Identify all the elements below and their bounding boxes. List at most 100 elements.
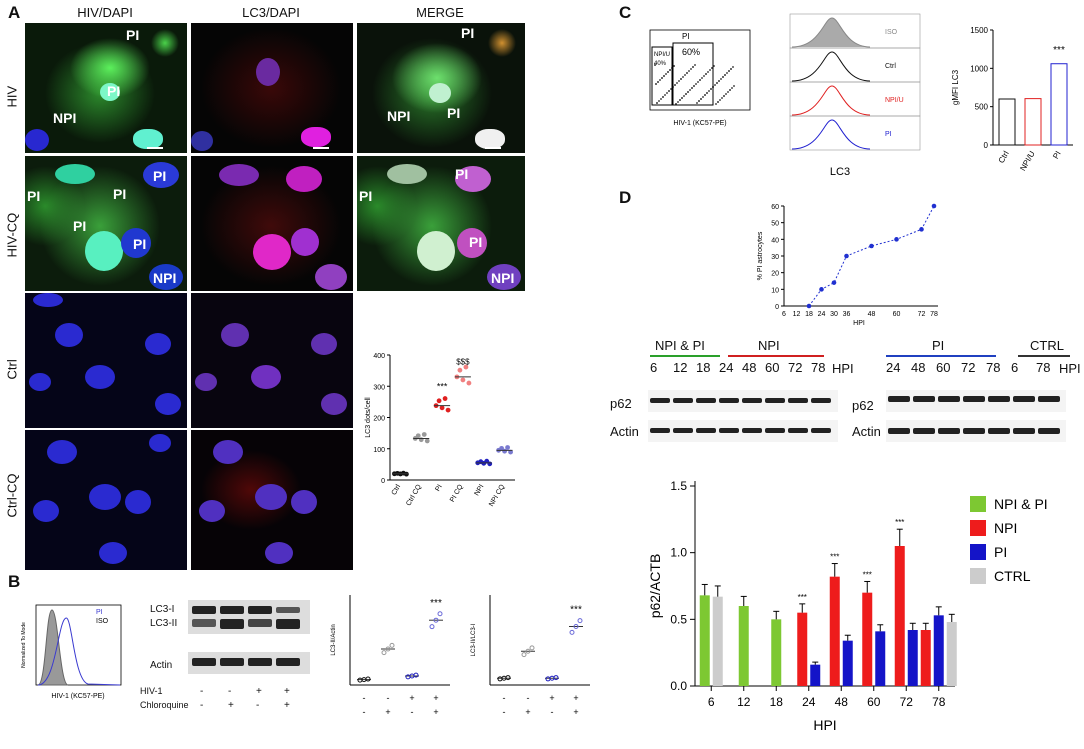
legend-swatch <box>970 496 986 512</box>
row-label-hiv-1: HIV-1 <box>140 686 163 696</box>
event-dot <box>654 64 656 66</box>
hpi-value: 78 <box>1036 360 1051 375</box>
gate-label: NPI/U <box>654 52 670 58</box>
event-dot <box>706 92 708 94</box>
actin-band <box>673 428 693 433</box>
y-tick-label: 40 <box>771 237 779 244</box>
sign: - <box>200 686 204 697</box>
bar <box>699 595 710 686</box>
data-point <box>806 303 812 309</box>
significance-stars: *** <box>798 593 807 602</box>
event-dot <box>683 95 685 97</box>
bar <box>829 576 840 686</box>
sign: + <box>284 686 290 697</box>
bar <box>933 615 944 686</box>
bar <box>712 596 723 686</box>
histogram-label: NPI/U <box>885 97 904 104</box>
event-dot <box>664 94 666 96</box>
label-pi: PI <box>107 83 121 99</box>
data-point <box>931 203 937 209</box>
x-tick-label: 6 <box>708 695 715 709</box>
data-point <box>421 432 427 437</box>
x-tick-label: PI <box>434 483 443 492</box>
y-tick-label: 50 <box>771 221 779 228</box>
micrograph-hiv-cq-dapi: PI PI PI PI PI NPI <box>24 155 188 292</box>
bar <box>862 592 873 686</box>
event-dot <box>666 92 668 94</box>
data-point <box>869 243 874 249</box>
event-dot <box>716 82 718 84</box>
event-dot <box>677 101 679 103</box>
x-tick-label: NPI <box>474 483 486 497</box>
data-point <box>573 624 579 629</box>
scale-bar <box>485 147 501 149</box>
legend-label: NPI & PI <box>994 496 1048 512</box>
x-tick-label: 6 <box>782 311 786 318</box>
event-dot <box>667 71 669 73</box>
legend-label: PI <box>994 544 1007 560</box>
event-dot <box>660 98 662 100</box>
scale-bar <box>313 147 329 149</box>
event-dot <box>708 90 710 92</box>
histogram-label: PI <box>885 131 892 138</box>
hpi-value: 6 <box>1011 360 1019 375</box>
hpi-value: 78 <box>986 360 1001 375</box>
bar <box>1024 98 1042 146</box>
label-pi: PI <box>133 236 147 252</box>
hpi-value: 18 <box>696 360 711 375</box>
significance-stars: *** <box>863 570 872 579</box>
legend-iso: ISO <box>96 618 109 625</box>
y-axis-label: LC3 dots/cell <box>365 397 372 438</box>
western-blot-d-right: PI CTRL 24 48 60 72 78 6 78 HPI p62 Actin <box>848 338 1084 448</box>
p62-band <box>1013 396 1035 402</box>
sign: - <box>387 693 390 703</box>
y-tick-label: 30 <box>771 254 779 261</box>
gate-label: 40% <box>654 61 667 67</box>
data-point <box>415 433 421 439</box>
x-axis-label: HPI <box>853 320 865 327</box>
event-dot <box>693 85 695 87</box>
panel-letter-c: C <box>619 3 632 22</box>
legend-label: CTRL <box>994 568 1031 584</box>
significance-dollars: $$$ <box>456 357 470 366</box>
x-tick-label: NPI CQ <box>488 483 506 508</box>
data-point <box>819 287 824 292</box>
event-dot <box>661 77 663 79</box>
event-dot <box>697 81 699 83</box>
label-pi: PI <box>126 27 140 43</box>
sign: + <box>433 707 438 717</box>
sign: + <box>573 693 578 703</box>
sign: + <box>433 693 438 703</box>
p62-band <box>719 398 739 403</box>
p62-band <box>673 398 693 403</box>
event-dot <box>722 76 724 78</box>
y-tick-label: 20 <box>771 271 779 278</box>
data-point <box>525 648 531 654</box>
x-tick-label: NPI/U <box>1018 149 1037 172</box>
event-dot <box>707 71 709 73</box>
micrograph-ctrl-dapi <box>24 292 188 429</box>
event-dot <box>668 90 670 92</box>
event-dot <box>691 87 693 89</box>
x-tick-label: 60 <box>867 695 881 709</box>
event-dot <box>663 75 665 77</box>
event-dot <box>714 84 716 86</box>
event-dot <box>702 96 704 98</box>
label-npi: NPI <box>153 270 177 286</box>
hpi-value: 60 <box>765 360 780 375</box>
event-dot <box>684 74 686 76</box>
data-point <box>497 676 503 682</box>
gate-label: 60% <box>682 47 700 57</box>
bar <box>738 606 749 686</box>
event-dot <box>698 100 700 102</box>
event-dot <box>728 70 730 72</box>
legend-swatch <box>970 544 986 560</box>
p62-band <box>811 398 831 403</box>
y-tick-label: 60 <box>771 204 779 211</box>
event-dot <box>678 80 680 82</box>
event-dot <box>669 69 671 71</box>
hpi-value: 60 <box>936 360 951 375</box>
row-label-ctrl: Ctrl <box>4 359 20 380</box>
label-pi: PI <box>455 166 469 182</box>
row-label-ctrl-cq: Ctrl-CQ <box>4 473 20 518</box>
